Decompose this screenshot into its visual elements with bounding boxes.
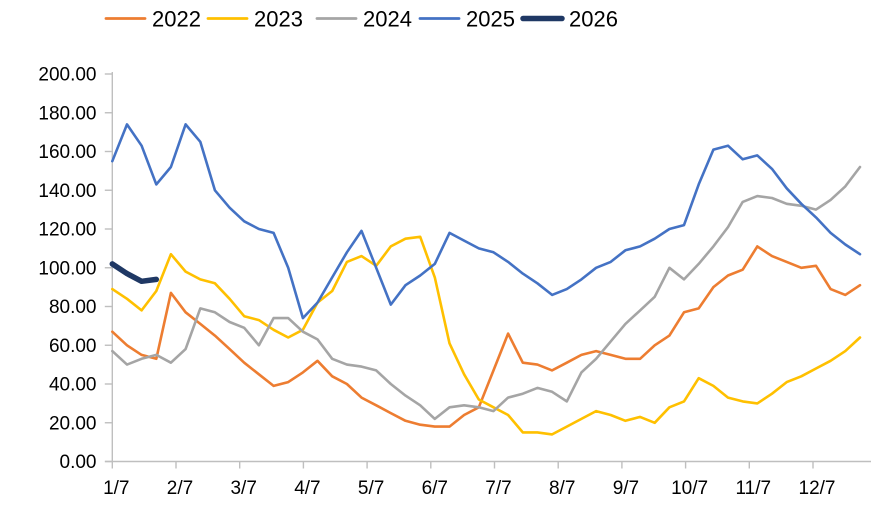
x-tick-label: 9/7 [613,478,639,499]
x-tick-label: 4/7 [294,478,320,499]
series-line-2023 [111,235,862,436]
y-tick-label: 80.00 [49,297,97,318]
x-tick-label: 7/7 [485,478,511,499]
y-tick-label: 20.00 [49,413,97,434]
legend-item-2026: 2026 [520,7,618,32]
series-line-2024 [111,165,862,421]
y-tick-label: 160.00 [38,142,96,163]
legend-item-2025: 2025 [418,7,515,32]
legend-label-2025: 2025 [466,7,515,32]
series-line-2025 [111,123,862,320]
x-tick-label: 6/7 [422,478,448,499]
legend-item-2023: 2023 [206,7,303,32]
x-tick-label: 3/7 [230,478,256,499]
x-tick-label: 12/7 [799,478,836,499]
y-tick-label: 60.00 [49,336,97,357]
legend-item-2022: 2022 [104,7,201,32]
x-tick-label: 5/7 [358,478,384,499]
legend-label-2024: 2024 [363,7,412,32]
legend-label-2026: 2026 [569,7,618,32]
x-tick-label: 8/7 [549,478,575,499]
x-tick-label: 10/7 [671,478,708,499]
x-tick-label: 1/7 [103,478,129,499]
series-line-2022 [111,245,862,428]
x-tick-label: 11/7 [736,478,772,499]
y-tick-label: 180.00 [38,103,96,124]
legend: 2022 2023 2024 2025 2026 [104,7,618,32]
axes: 0.00 20.00 40.00 60.00 80.00 100.00 120.00 140.… [38,65,871,499]
legend-item-2024: 2024 [315,7,412,32]
x-tick-label: 2/7 [167,478,193,499]
y-tick-label: 140.00 [38,181,96,202]
y-tick-label: 40.00 [49,375,97,396]
series-line-2026 [109,261,160,285]
y-tick-label: 200.00 [38,65,96,86]
y-tick-label: 120.00 [38,220,96,241]
y-tick-label: 100.00 [38,258,96,279]
legend-label-2023: 2023 [254,7,303,32]
legend-label-2022: 2022 [152,7,201,32]
y-tick-label: 0.00 [60,452,97,473]
